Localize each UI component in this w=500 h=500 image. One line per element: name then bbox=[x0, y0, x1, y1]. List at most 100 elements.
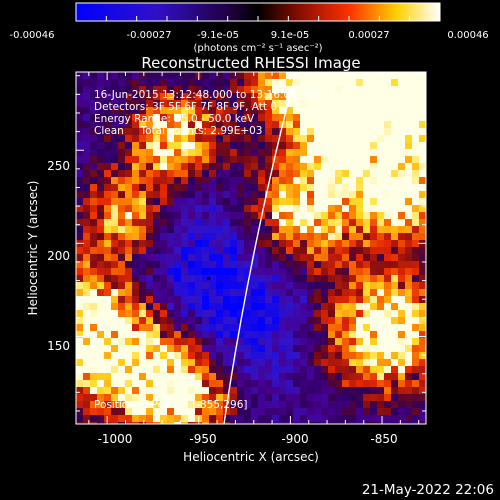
image-pixel bbox=[230, 352, 237, 359]
image-pixel bbox=[384, 268, 391, 275]
image-pixel bbox=[265, 135, 272, 142]
image-pixel bbox=[83, 275, 90, 282]
image-pixel bbox=[202, 184, 209, 191]
image-pixel bbox=[265, 422, 272, 424]
image-pixel bbox=[202, 408, 209, 415]
image-pixel bbox=[160, 296, 167, 303]
image-pixel bbox=[363, 282, 370, 289]
image-pixel bbox=[279, 275, 286, 282]
image-pixel bbox=[307, 415, 314, 422]
image-pixel bbox=[167, 107, 174, 114]
image-pixel bbox=[160, 366, 167, 373]
image-pixel bbox=[202, 254, 209, 261]
x-tick-label: -850 bbox=[370, 432, 397, 446]
image-pixel bbox=[300, 408, 307, 415]
image-pixel bbox=[265, 226, 272, 233]
image-pixel bbox=[307, 156, 314, 163]
image-pixel bbox=[244, 191, 251, 198]
image-pixel bbox=[314, 401, 321, 408]
image-pixel bbox=[405, 107, 412, 114]
image-pixel bbox=[377, 324, 384, 331]
image-pixel bbox=[202, 86, 209, 93]
image-pixel bbox=[314, 135, 321, 142]
image-pixel bbox=[349, 303, 356, 310]
image-pixel bbox=[293, 359, 300, 366]
image-pixel bbox=[251, 240, 258, 247]
image-pixel bbox=[153, 254, 160, 261]
image-pixel bbox=[76, 408, 83, 415]
image-pixel bbox=[76, 156, 83, 163]
image-pixel bbox=[202, 387, 209, 394]
image-pixel bbox=[202, 226, 209, 233]
image-pixel bbox=[391, 268, 398, 275]
image-pixel bbox=[90, 422, 97, 424]
image-pixel bbox=[286, 387, 293, 394]
image-pixel bbox=[174, 331, 181, 338]
image-pixel bbox=[202, 268, 209, 275]
image-pixel bbox=[258, 86, 265, 93]
image-pixel bbox=[384, 282, 391, 289]
image-pixel bbox=[118, 79, 125, 86]
image-pixel bbox=[321, 296, 328, 303]
image-pixel bbox=[181, 121, 188, 128]
image-pixel bbox=[335, 205, 342, 212]
image-pixel bbox=[174, 296, 181, 303]
image-pixel bbox=[363, 247, 370, 254]
image-pixel bbox=[335, 261, 342, 268]
image-pixel bbox=[76, 268, 83, 275]
image-pixel bbox=[97, 296, 104, 303]
image-pixel bbox=[272, 100, 279, 107]
image-pixel bbox=[244, 247, 251, 254]
image-pixel bbox=[223, 142, 230, 149]
image-pixel bbox=[244, 121, 251, 128]
image-pixel bbox=[76, 359, 83, 366]
image-pixel bbox=[237, 394, 244, 401]
image-pixel bbox=[307, 86, 314, 93]
image-pixel bbox=[314, 100, 321, 107]
image-pixel bbox=[258, 275, 265, 282]
image-pixel bbox=[258, 163, 265, 170]
image-pixel bbox=[146, 366, 153, 373]
image-pixel bbox=[167, 121, 174, 128]
image-pixel bbox=[349, 310, 356, 317]
image-pixel bbox=[405, 254, 412, 261]
image-pixel bbox=[405, 338, 412, 345]
image-pixel bbox=[419, 93, 426, 100]
image-pixel bbox=[209, 240, 216, 247]
image-pixel bbox=[279, 86, 286, 93]
image-pixel bbox=[97, 247, 104, 254]
image-pixel bbox=[188, 401, 195, 408]
image-pixel bbox=[188, 86, 195, 93]
image-pixel bbox=[251, 100, 258, 107]
image-pixel bbox=[286, 401, 293, 408]
image-pixel bbox=[342, 170, 349, 177]
image-pixel bbox=[391, 275, 398, 282]
x-axis-title: Heliocentric X (arcsec) bbox=[183, 450, 319, 464]
image-pixel bbox=[202, 149, 209, 156]
image-pixel bbox=[167, 359, 174, 366]
image-pixel bbox=[391, 282, 398, 289]
image-pixel bbox=[328, 380, 335, 387]
image-pixel bbox=[328, 156, 335, 163]
image-pixel bbox=[251, 422, 258, 424]
image-pixel bbox=[342, 380, 349, 387]
image-pixel bbox=[405, 401, 412, 408]
image-pixel bbox=[363, 289, 370, 296]
image-pixel bbox=[209, 338, 216, 345]
image-pixel bbox=[342, 359, 349, 366]
image-pixel bbox=[419, 408, 426, 415]
image-pixel bbox=[125, 345, 132, 352]
image-pixel bbox=[118, 156, 125, 163]
image-pixel bbox=[237, 296, 244, 303]
image-pixel bbox=[216, 107, 223, 114]
image-pixel bbox=[167, 422, 174, 424]
image-pixel bbox=[265, 415, 272, 422]
image-pixel bbox=[258, 107, 265, 114]
image-pixel bbox=[132, 359, 139, 366]
image-pixel bbox=[300, 72, 307, 79]
image-pixel bbox=[349, 345, 356, 352]
image-pixel bbox=[279, 408, 286, 415]
image-pixel bbox=[118, 135, 125, 142]
image-pixel bbox=[132, 394, 139, 401]
image-pixel bbox=[188, 387, 195, 394]
